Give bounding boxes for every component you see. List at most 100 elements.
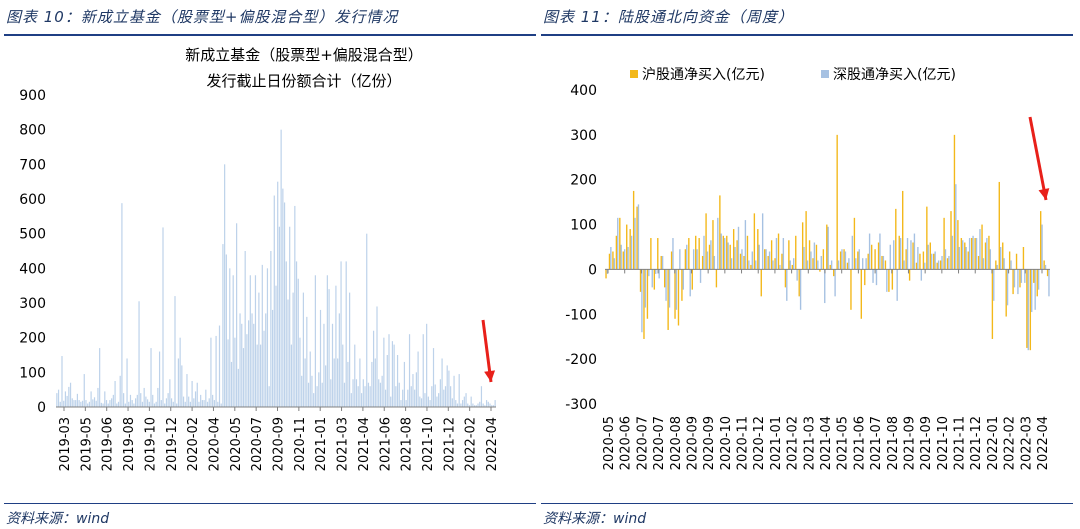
x-tick-label: 2021-02 xyxy=(786,416,801,470)
bar xyxy=(278,226,281,407)
bar xyxy=(153,403,156,407)
bar xyxy=(167,393,169,407)
bar xyxy=(271,309,274,407)
bar-shenzhen xyxy=(1010,260,1012,270)
x-tick-label: 2020-08 xyxy=(669,416,684,470)
footer-rule xyxy=(541,503,1073,504)
bar-shanghai xyxy=(819,269,821,272)
bar-shanghai xyxy=(857,251,859,270)
bar-shanghai xyxy=(653,269,656,290)
y-axis: -300 -200 -100 0 100 200 300 400 xyxy=(565,83,597,413)
bar xyxy=(441,358,443,407)
bar xyxy=(133,403,135,407)
bar-shenzhen xyxy=(937,260,940,270)
bar-shanghai xyxy=(991,269,994,339)
bar-shenzhen xyxy=(789,260,791,270)
y-tick-label: -100 xyxy=(565,307,597,323)
bar xyxy=(85,400,87,407)
bar xyxy=(111,398,113,407)
bar-shenzhen xyxy=(668,269,671,308)
bar xyxy=(477,403,479,407)
bar xyxy=(417,351,419,407)
bar xyxy=(234,337,236,407)
bar-shenzhen xyxy=(727,242,729,270)
x-tick-label: 2021-07 xyxy=(869,416,884,470)
bar-shanghai xyxy=(788,240,790,270)
y-tick-label: 700 xyxy=(19,157,46,173)
bar xyxy=(372,330,375,407)
bar xyxy=(371,361,373,407)
y-tick-label: -200 xyxy=(565,352,597,368)
bar-shenzhen xyxy=(944,249,947,270)
bar-shenzhen xyxy=(993,269,995,301)
bar xyxy=(182,396,185,407)
bar xyxy=(492,405,495,407)
bar-shanghai xyxy=(922,251,925,270)
bar-shenzhen xyxy=(986,238,988,270)
bar-shenzhen xyxy=(699,269,702,283)
x-tick-label: 2021-03 xyxy=(336,417,351,471)
bar xyxy=(275,285,277,407)
bar-shenzhen xyxy=(896,269,898,301)
y-axis: 0 100 200 300 400 500 600 700 800 900 xyxy=(19,88,46,416)
bar xyxy=(338,313,340,407)
bar xyxy=(410,386,412,407)
bar-shenzhen xyxy=(827,226,829,270)
bar xyxy=(217,401,219,407)
bar xyxy=(330,379,332,407)
bar xyxy=(198,401,200,407)
bar-shenzhen xyxy=(806,260,809,270)
bar xyxy=(241,323,243,407)
bar-shenzhen xyxy=(755,260,757,270)
bar xyxy=(364,386,366,407)
bar-shanghai xyxy=(743,255,745,270)
bar-shenzhen xyxy=(768,251,771,270)
bar-shanghai xyxy=(822,249,825,270)
bar-shanghai xyxy=(943,217,945,270)
footer-rule xyxy=(4,503,536,504)
bar-shanghai xyxy=(705,213,707,270)
x-tick-label: 2022-03 xyxy=(1019,416,1034,470)
bar-shenzhen xyxy=(903,260,905,270)
bar-shenzhen xyxy=(941,255,943,270)
bar xyxy=(63,400,65,407)
x-tick-label: 2022-02 xyxy=(464,417,479,471)
bar-shenzhen xyxy=(1048,269,1050,297)
bar xyxy=(208,398,210,407)
bar-shenzhen xyxy=(965,247,967,270)
bar-shanghai xyxy=(870,244,873,270)
bar-shanghai xyxy=(977,255,980,270)
bar xyxy=(407,389,409,407)
bar xyxy=(150,348,152,407)
bar-shanghai xyxy=(850,269,852,310)
bar-shanghai xyxy=(670,251,673,270)
bar xyxy=(177,358,180,407)
x-tick-label: 2019-12 xyxy=(165,417,180,471)
bar-shenzhen xyxy=(934,251,936,270)
chart-subtitle: 发行截止日份额合计（亿份） xyxy=(206,72,401,90)
bar-shenzhen xyxy=(696,249,698,270)
bar xyxy=(152,394,154,407)
bar-shanghai xyxy=(805,211,807,270)
bar xyxy=(162,227,164,407)
bar xyxy=(97,387,99,407)
bar xyxy=(318,372,320,407)
legend: 沪股通净买入(亿元) 深股通净买入(亿元) xyxy=(630,67,956,83)
bar-shanghai xyxy=(760,269,762,297)
bar-shanghai xyxy=(833,269,835,277)
bar xyxy=(381,375,383,407)
bar-shenzhen xyxy=(879,233,881,270)
bar xyxy=(147,399,149,407)
bar xyxy=(87,403,89,407)
bar-shanghai xyxy=(874,249,876,270)
bar xyxy=(189,401,191,407)
bar-shanghai xyxy=(957,220,959,270)
bar-shanghai xyxy=(933,253,935,270)
bar-shenzhen xyxy=(620,244,622,270)
bar xyxy=(352,379,354,407)
bar xyxy=(468,405,471,407)
bar xyxy=(246,334,248,407)
bar-shenzhen xyxy=(634,217,636,270)
bar-shanghai xyxy=(1040,211,1042,270)
bar xyxy=(482,403,484,407)
